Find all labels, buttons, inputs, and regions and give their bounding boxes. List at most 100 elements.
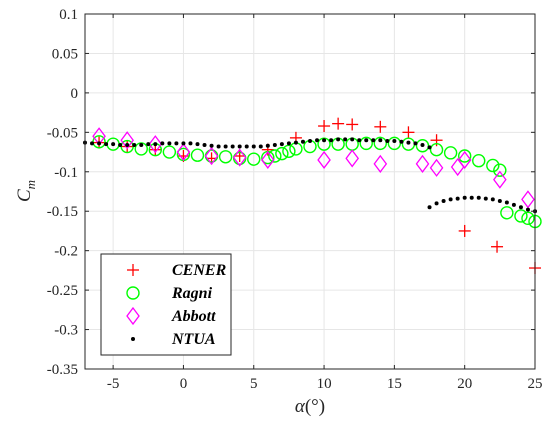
- ntua-point: [97, 141, 102, 146]
- ntua-point: [146, 142, 151, 147]
- cener-point: [491, 240, 504, 253]
- x-axis-label-main: α: [295, 396, 306, 417]
- ntua-point: [174, 141, 179, 146]
- ntua-point: [202, 142, 207, 147]
- y-tick-label: -0.15: [47, 204, 78, 220]
- ntua-point: [300, 139, 305, 144]
- ntua-point: [350, 137, 355, 142]
- ntua-point: [244, 144, 249, 149]
- ntua-point: [448, 197, 453, 202]
- ragni-point: [275, 146, 289, 161]
- x-tick-label: -5: [107, 376, 120, 392]
- ntua-point: [265, 143, 270, 148]
- ntua-point: [392, 139, 397, 144]
- abbott-point: [232, 148, 247, 167]
- legend-label-ragni: Ragni: [171, 285, 213, 302]
- ntua-point: [462, 195, 467, 200]
- legend-label-cener: CENER: [172, 262, 227, 279]
- ntua-point: [385, 139, 390, 144]
- ntua-point: [125, 142, 130, 147]
- cener-point: [332, 117, 345, 130]
- ntua-point: [343, 137, 348, 142]
- legend-item-abbott: Abbott: [126, 306, 216, 326]
- ntua-point: [371, 138, 376, 143]
- y-tick-label: -0.2: [54, 244, 78, 260]
- ntua-point: [406, 140, 411, 145]
- ntua-point: [139, 142, 144, 147]
- abbott-point: [457, 150, 472, 170]
- legend-marker-cener: [127, 264, 139, 276]
- ntua-point: [230, 144, 235, 149]
- ntua-point: [132, 142, 137, 147]
- abbott-point: [373, 154, 388, 173]
- y-tick-label: -0.1: [54, 165, 78, 181]
- ntua-point: [308, 139, 312, 144]
- ntua-point: [518, 205, 523, 210]
- legend-item-cener: CENER: [127, 262, 227, 279]
- ntua-point: [322, 138, 327, 143]
- ntua-point: [90, 141, 95, 146]
- ragni-point: [493, 163, 507, 177]
- ntua-point: [378, 138, 383, 143]
- ntua-point: [357, 138, 362, 143]
- ragni-point: [486, 158, 500, 173]
- ragni-point: [317, 137, 331, 151]
- x-tick-label: 20: [457, 376, 472, 392]
- ntua-point: [469, 195, 474, 200]
- svg-text:Cm: Cm: [14, 180, 38, 202]
- abbott-point: [493, 170, 507, 189]
- abbott-point: [176, 142, 191, 162]
- y-axis-label: Cm: [14, 180, 38, 202]
- ntua-point: [111, 142, 116, 147]
- ragni-point: [190, 148, 205, 162]
- ntua-point: [455, 196, 460, 201]
- y-tick-label: 0.1: [59, 7, 78, 23]
- ntua-point: [476, 195, 481, 200]
- cener-point: [458, 224, 471, 237]
- ntua-point: [153, 142, 158, 147]
- ntua-point: [237, 144, 242, 149]
- ragni-point: [429, 142, 444, 157]
- ntua-point: [399, 139, 404, 144]
- ntua-point: [441, 198, 446, 203]
- legend-item-ragni: Ragni: [126, 285, 213, 302]
- x-axis-label-unit: (°): [305, 396, 325, 417]
- legend-marker-abbott: [126, 306, 140, 326]
- y-axis-label-main: C: [14, 189, 35, 202]
- cener-point: [374, 120, 387, 133]
- ragni-point: [268, 149, 282, 163]
- ntua-point: [336, 137, 341, 142]
- y-axis-label-sub: m: [23, 180, 38, 189]
- y-tick-label: 0.05: [52, 46, 78, 62]
- ntua-point: [286, 141, 291, 146]
- ntua-point: [427, 205, 432, 210]
- legend: CENER Ragni Abbott NTUA: [100, 253, 232, 356]
- ragni-point: [521, 211, 535, 226]
- ntua-point: [251, 144, 256, 149]
- x-axis-label: α(°): [295, 396, 325, 417]
- ntua-point: [490, 197, 495, 202]
- ntua-point: [195, 142, 200, 147]
- cener-point: [402, 126, 415, 139]
- series-layer: [83, 117, 542, 275]
- legend-label-ntua: NTUA: [171, 331, 216, 348]
- cener-point: [346, 118, 359, 131]
- cener-point: [318, 120, 331, 133]
- ntua-point: [504, 200, 509, 205]
- abbott-point: [429, 158, 444, 177]
- ragni-point: [500, 206, 514, 220]
- ntua-point: [258, 144, 263, 149]
- ragni-point: [457, 149, 472, 163]
- ragni-point: [443, 146, 458, 160]
- ntua-point: [413, 141, 418, 146]
- legend-item-ntua: NTUA: [131, 331, 216, 348]
- legend-marker-ragni: [126, 286, 140, 300]
- y-tick-label: -0.3: [54, 323, 78, 339]
- y-tick-label: 0: [71, 86, 79, 102]
- legend-marker-ntua: [131, 337, 135, 341]
- x-tick-label: 15: [387, 376, 402, 392]
- abbott-point: [521, 190, 535, 209]
- ntua-point: [525, 207, 530, 212]
- ntua-point: [427, 145, 432, 150]
- abbott-point: [148, 135, 163, 154]
